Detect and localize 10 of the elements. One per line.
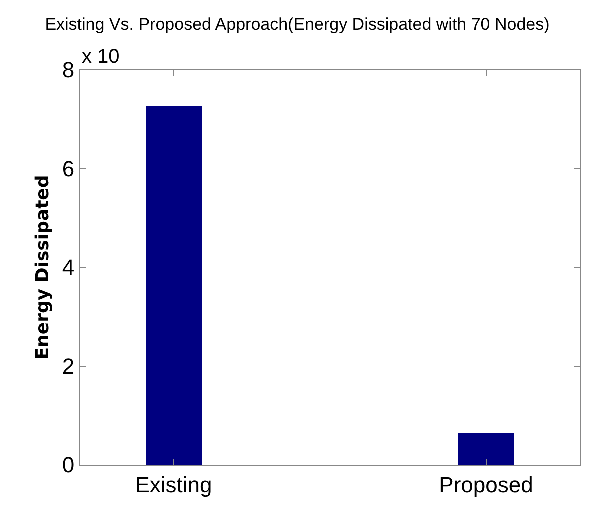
y-tick-label: 8 <box>62 58 75 83</box>
y-tick-label: 2 <box>62 354 75 379</box>
y-axis-title: Energy Dissipated <box>32 175 54 360</box>
y-tick-label: 6 <box>62 156 75 182</box>
x-tick-label: Existing <box>135 472 212 498</box>
y-tick-label: 4 <box>62 255 75 280</box>
y-tick-label: 0 <box>62 452 75 478</box>
x-tick-label: Proposed <box>439 472 534 498</box>
chart-title: Existing Vs. Proposed Approach(Energy Dissipated with 70 Nodes) <box>45 14 550 34</box>
text: x 10 <box>82 46 120 68</box>
